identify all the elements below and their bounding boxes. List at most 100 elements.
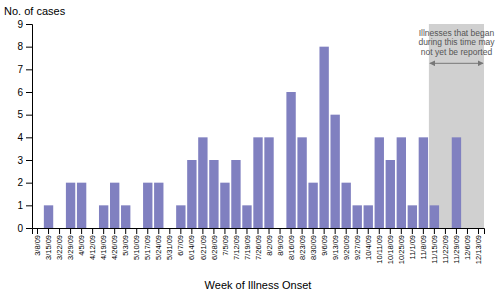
x-tick-label: 3/22/09 <box>55 235 64 260</box>
x-tick-label: 7/19/09 <box>243 235 252 260</box>
x-axis: 3/8/093/15/093/22/093/29/094/5/094/12/09… <box>33 228 485 264</box>
x-tick: 11/29/09 <box>452 228 461 264</box>
y-tick-mark <box>26 183 32 184</box>
x-tick: 4/5/09 <box>77 228 86 256</box>
x-tick: 12/6/09 <box>463 228 472 260</box>
x-tick-mark <box>224 228 225 234</box>
y-tick-mark <box>26 115 32 116</box>
bar <box>397 137 406 228</box>
x-tick: 11/15/09 <box>430 228 439 264</box>
y-tick-label: 8 <box>17 41 23 52</box>
y-tick: 6 <box>17 87 32 98</box>
x-tick: 3/22/09 <box>55 228 64 260</box>
bar <box>297 137 306 228</box>
x-tick: 10/18/09 <box>386 228 395 264</box>
x-tick-label: 11/22/09 <box>441 235 450 264</box>
x-tick: 7/19/09 <box>243 228 252 260</box>
x-tick: 12/13/09 <box>474 228 483 264</box>
y-tick-mark <box>26 205 32 206</box>
x-tick-mark <box>313 228 314 234</box>
bar <box>176 205 185 228</box>
y-tick: 1 <box>17 200 32 211</box>
x-tick-label: 7/12/09 <box>232 235 241 260</box>
bar <box>452 137 461 228</box>
bar <box>386 160 395 228</box>
x-tick-label: 12/13/09 <box>474 235 483 264</box>
x-tick-mark <box>412 228 413 234</box>
bar <box>286 92 295 228</box>
x-tick-mark <box>302 228 303 234</box>
bar <box>55 228 64 229</box>
x-tick-label: 10/11/09 <box>375 235 384 264</box>
x-axis-line <box>33 229 485 235</box>
x-tick-mark <box>280 228 281 234</box>
bar <box>187 160 196 228</box>
y-tick-mark <box>26 92 32 93</box>
y-tick: 7 <box>17 64 32 75</box>
x-tick-label: 9/27/09 <box>353 235 362 260</box>
x-tick-mark <box>379 228 380 234</box>
bar <box>198 137 207 228</box>
x-tick-label: 9/13/09 <box>331 235 340 260</box>
y-tick-label: 9 <box>17 19 23 30</box>
x-tick-mark <box>368 228 369 234</box>
y-tick-mark <box>26 69 32 70</box>
bar <box>342 183 351 228</box>
y-tick-mark <box>26 47 32 48</box>
x-tick-label: 3/29/09 <box>66 235 75 260</box>
bar <box>132 228 141 229</box>
x-tick: 7/26/09 <box>254 228 263 260</box>
x-tick: 5/17/09 <box>143 228 152 260</box>
x-tick: 8/30/09 <box>309 228 318 260</box>
y-axis: 0123456789 <box>17 19 32 234</box>
y-tick-label: 0 <box>17 223 23 234</box>
x-tick-label: 8/30/09 <box>309 235 318 260</box>
y-tick-label: 6 <box>17 87 23 98</box>
x-tick-label: 3/8/09 <box>33 235 42 256</box>
x-tick: 4/12/09 <box>88 228 97 260</box>
bar <box>220 183 229 228</box>
x-tick-label: 3/15/09 <box>44 235 53 260</box>
x-tick-mark <box>59 228 60 234</box>
marks <box>44 24 484 228</box>
x-tick-mark <box>81 228 82 234</box>
x-tick-mark <box>246 228 247 234</box>
x-tick-label: 8/23/09 <box>298 235 307 260</box>
y-tick: 2 <box>17 177 32 188</box>
bar <box>77 183 86 228</box>
bar <box>242 205 251 228</box>
bar <box>110 183 119 228</box>
x-tick: 9/13/09 <box>331 228 340 260</box>
x-tick: 10/25/09 <box>397 228 406 264</box>
x-tick: 5/10/09 <box>132 228 141 260</box>
x-tick-mark <box>191 228 192 234</box>
y-tick-label: 5 <box>17 109 23 120</box>
x-tick-mark <box>346 228 347 234</box>
x-tick: 9/6/09 <box>320 228 329 256</box>
annotation-line: during this time may <box>418 37 495 47</box>
x-tick-label: 5/10/09 <box>132 235 141 260</box>
y-tick-label: 3 <box>17 155 23 166</box>
x-tick-mark <box>125 228 126 234</box>
y-tick-mark <box>26 160 32 161</box>
x-tick-mark <box>478 228 479 234</box>
bar <box>66 183 75 228</box>
x-tick-label: 7/26/09 <box>254 235 263 260</box>
x-tick: 7/5/09 <box>221 228 230 256</box>
x-tick-mark <box>92 228 93 234</box>
x-tick-mark <box>434 228 435 234</box>
x-tick: 11/22/09 <box>441 228 450 264</box>
bar <box>154 183 163 228</box>
x-tick-label: 6/21/09 <box>199 235 208 260</box>
x-tick-label: 4/19/09 <box>99 235 108 260</box>
x-tick-mark <box>114 228 115 234</box>
x-tick-label: 5/31/09 <box>165 235 174 260</box>
x-axis-label: Week of Illness Onset <box>205 279 312 291</box>
bar <box>474 228 483 229</box>
x-tick-label: 11/29/09 <box>452 235 461 264</box>
x-tick: 8/16/09 <box>287 228 296 260</box>
y-tick: 5 <box>17 109 32 120</box>
x-tick: 6/7/09 <box>176 228 185 256</box>
y-tick-label: 2 <box>17 177 23 188</box>
x-tick-label: 7/5/09 <box>221 235 230 256</box>
